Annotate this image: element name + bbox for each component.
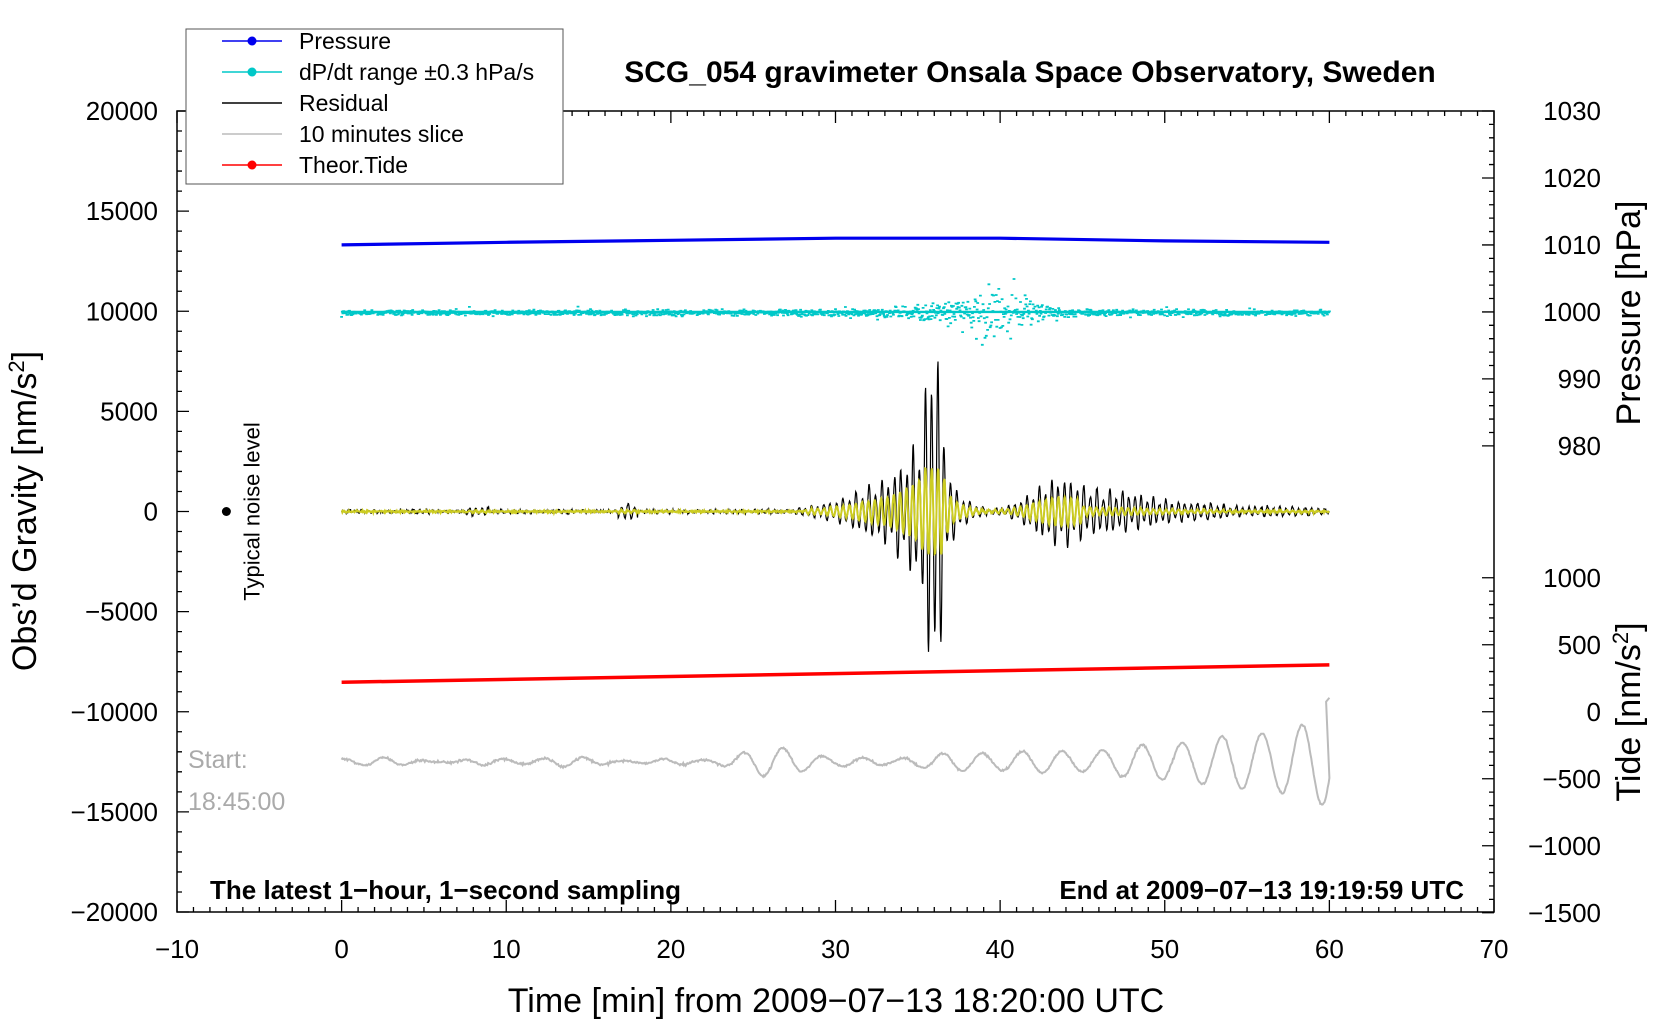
x-tick-label: 20 [656, 934, 685, 964]
y-left-tick-label: 0 [144, 497, 158, 527]
legend-label: 10 minutes slice [299, 121, 464, 147]
x-tick-label: −10 [155, 934, 199, 964]
y-left-axis-label-close: ] [6, 351, 44, 360]
legend-entry: dP/dt range ±0.3 hPa/s [222, 59, 534, 85]
y-pressure-axis-label: Pressure [hPa] [1610, 201, 1648, 426]
y-tide-tick-label: 0 [1587, 697, 1601, 727]
y-left-tick-label: 20000 [86, 96, 158, 126]
theor-tide-line [341, 663, 1330, 685]
start-time: 18:45:00 [188, 788, 285, 816]
x-tick-label: 10 [492, 934, 521, 964]
legend-box [185, 28, 564, 185]
y-tide-tick-label: −500 [1542, 764, 1601, 794]
legend-entry: 10 minutes slice [222, 121, 464, 147]
y-tide-axis-label-main: Tide [nm/s [1610, 644, 1648, 801]
start-label: Start: [188, 746, 248, 774]
y-tide-axis-label-sup: 2 [1608, 632, 1633, 644]
y-left-axis-label-sup: 2 [4, 360, 29, 372]
x-tick-label: 70 [1480, 934, 1509, 964]
legend-swatch-marker [247, 67, 257, 77]
y-left-tick-label: −15000 [71, 797, 158, 827]
chart-title: SCG_054 gravimeter Onsala Space Observat… [624, 56, 1436, 89]
y-tide-axis-label-close: ] [1610, 622, 1648, 631]
y-pressure-tick-labels: 1030 1020 1010 1000 990 980 [1543, 96, 1601, 461]
y-tide-axis-label: Tide [nm/s2] [1608, 622, 1649, 801]
x-tick-label: 50 [1150, 934, 1179, 964]
end-time-note: End at 2009−07−13 19:19:59 UTC [1059, 875, 1464, 905]
legend: Pressure dP/dt range ±0.3 hPa/s Residual 10… [185, 28, 564, 185]
y-pressure-tick-label: 1020 [1543, 163, 1601, 193]
y-tide-tick-label: −1500 [1528, 898, 1601, 928]
y-pressure-tick-label: 1030 [1543, 96, 1601, 126]
legend-label: Pressure [299, 28, 391, 54]
y-left-tick-labels: 20000 15000 10000 5000 0 −5000 −10000 −15000 −20… [71, 96, 158, 927]
plot-series [340, 236, 1331, 806]
x-tick-label: 30 [821, 934, 850, 964]
legend-entry: Residual [222, 90, 389, 116]
y-pressure-tick-label: 1010 [1543, 230, 1601, 260]
legend-label: Residual [299, 90, 389, 116]
y-tide-tick-label: −1000 [1528, 831, 1601, 861]
y-left-tick-label: −5000 [85, 597, 158, 627]
y-left-axis-label-main: Obs’d Gravity [nm/s [6, 373, 44, 672]
y-tide-tick-label: 1000 [1543, 563, 1601, 593]
y-left-tick-label: 10000 [86, 296, 158, 326]
legend-entry: Pressure [222, 28, 391, 54]
y-pressure-tick-label: 990 [1558, 364, 1601, 394]
y-tide-tick-label: 500 [1558, 630, 1601, 660]
pressure-line [341, 236, 1330, 247]
y-left-axis-label: Obs’d Gravity [nm/s2] [4, 351, 45, 671]
filtered-residual-line [341, 466, 1330, 557]
y-pressure-tick-label: 980 [1558, 431, 1601, 461]
y-left-tick-label: −10000 [71, 697, 158, 727]
y-tide-tick-labels: 1000 500 0 −500 −1000 −1500 [1528, 563, 1601, 928]
x-tick-label: 40 [986, 934, 1015, 964]
y-pressure-tick-label: 1000 [1543, 297, 1601, 327]
legend-swatch-marker [247, 160, 257, 170]
legend-label: Theor.Tide [299, 152, 408, 178]
sampling-note: The latest 1−hour, 1−second sampling [210, 875, 681, 905]
legend-label: dP/dt range ±0.3 hPa/s [299, 59, 534, 85]
x-tick-label: 60 [1315, 934, 1344, 964]
x-axis-label: Time [min] from 2009−07−13 18:20:00 UTC [508, 982, 1164, 1020]
x-tick-labels: −10 0 10 20 30 40 50 60 70 [155, 934, 1509, 964]
legend-entry: Theor.Tide [222, 152, 408, 178]
noise-level-label: Typical noise level [239, 422, 264, 601]
y-left-tick-label: 15000 [86, 196, 158, 226]
legend-swatch-marker [247, 36, 257, 46]
y-left-tick-label: 5000 [100, 396, 158, 426]
y-left-tick-label: −20000 [71, 897, 158, 927]
x-tick-label: 0 [334, 934, 348, 964]
noise-level-marker [221, 507, 231, 516]
ten-minute-slice-line [340, 697, 1331, 806]
